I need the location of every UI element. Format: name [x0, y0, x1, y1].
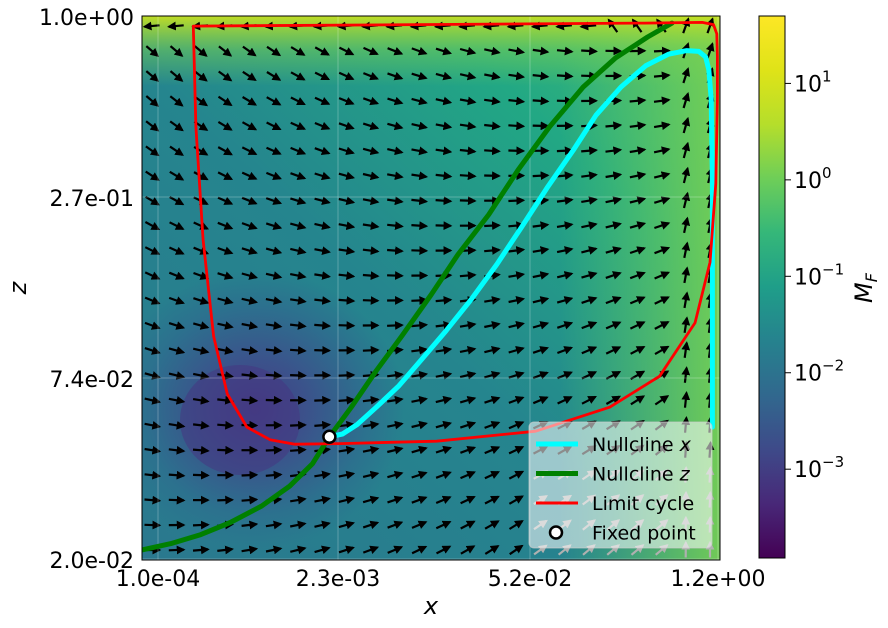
- colorbar-tick-label-4: 10−3: [794, 453, 844, 483]
- vector-arrow: [387, 325, 402, 326]
- x-tick-label-2: 5.2e-02: [488, 567, 572, 592]
- vector-arrow: [145, 500, 160, 501]
- vector-arrow: [557, 75, 572, 76]
- vector-arrow: [266, 400, 281, 401]
- y-tick-label-0: 1.0e+00: [39, 6, 134, 31]
- vector-arrow: [630, 100, 645, 101]
- vector-arrow: [363, 350, 378, 351]
- vector-arrow: [557, 150, 572, 151]
- vector-arrow: [508, 125, 523, 126]
- vector-arrow: [290, 425, 305, 426]
- colorbar-tick-label-2: 10−1: [794, 260, 844, 290]
- vector-arrow: [169, 550, 184, 551]
- colorbar-label: MF: [850, 272, 881, 303]
- colorbar: 101 100 10−1 10−2 10−3: [759, 16, 844, 558]
- vector-arrow: [411, 225, 426, 226]
- vector-arrow: [606, 125, 621, 126]
- vector-arrow: [581, 150, 596, 151]
- vector-arrow: [460, 175, 475, 176]
- vector-arrow: [217, 450, 232, 451]
- legend-marker-fixed-point: [550, 527, 562, 539]
- x-tick-label-1: 2.3e-03: [296, 567, 380, 592]
- colorbar-tick-label-0: 101: [794, 67, 832, 97]
- vector-arrow: [242, 500, 257, 501]
- vector-arrow: [411, 250, 426, 251]
- vector-arrow: [145, 525, 160, 526]
- vector-arrow: [557, 25, 572, 26]
- vector-arrow: [339, 325, 354, 326]
- vector-arrow: [290, 350, 305, 351]
- vector-arrow: [339, 300, 354, 301]
- vector-arrow: [654, 51, 669, 52]
- vector-arrow: [436, 300, 451, 301]
- legend-label-limit-cycle: Limit cycle: [592, 493, 694, 515]
- y-tick-label-1: 2.7e-01: [50, 187, 134, 212]
- legend: Nullcline x Nullcline z Limit cycle Fixed p…: [529, 422, 712, 548]
- vector-arrow: [193, 525, 208, 526]
- vector-arrow: [484, 225, 499, 226]
- vector-arrow: [193, 549, 208, 550]
- vector-arrow: [169, 475, 184, 476]
- vector-arrow: [363, 300, 378, 301]
- vector-arrow: [581, 51, 596, 52]
- vector-arrow: [266, 450, 281, 451]
- vector-arrow: [484, 150, 499, 151]
- vector-arrow: [685, 393, 687, 408]
- vector-arrow: [387, 275, 402, 276]
- vector-arrow: [533, 25, 548, 26]
- vector-arrow: [533, 100, 548, 101]
- vector-arrow: [460, 275, 475, 276]
- vector-arrow: [314, 325, 329, 326]
- y-tick-label-3: 2.0e-02: [50, 549, 134, 574]
- vector-arrow: [242, 425, 257, 426]
- vector-arrow: [314, 400, 329, 401]
- vector-arrow: [242, 475, 257, 476]
- vector-arrow: [508, 151, 523, 152]
- vector-arrow: [217, 425, 232, 426]
- legend-label-nullcline-x: Nullcline x: [592, 434, 692, 456]
- colorbar-tick-label-3: 10−2: [794, 357, 844, 387]
- colorbar-gradient: [759, 16, 785, 558]
- vector-arrow: [411, 325, 426, 326]
- y-tick-label-2: 7.4e-02: [50, 368, 134, 393]
- vector-arrow: [460, 200, 475, 201]
- fixed-point-marker: [323, 431, 335, 443]
- vector-arrow: [484, 250, 499, 251]
- vector-arrow: [387, 250, 402, 251]
- vector-arrow: [557, 50, 572, 52]
- vector-arrow: [339, 400, 354, 401]
- legend-label-fixed-point: Fixed point: [592, 523, 696, 545]
- vector-arrow: [169, 25, 184, 26]
- vector-arrow: [508, 200, 523, 201]
- vector-arrow: [581, 25, 596, 26]
- vector-arrow: [533, 175, 548, 176]
- vector-arrow: [217, 500, 232, 501]
- vector-arrow: [169, 500, 184, 501]
- vector-arrow: [145, 25, 160, 26]
- vector-arrow: [266, 375, 281, 376]
- vector-arrow: [193, 475, 208, 476]
- vector-arrow: [314, 425, 329, 426]
- y-axis-label: z: [4, 280, 32, 295]
- vector-arrow: [290, 375, 305, 376]
- vector-arrow: [339, 375, 354, 376]
- legend-label-nullcline-z: Nullcline z: [592, 464, 691, 486]
- vector-arrow: [363, 275, 378, 276]
- vector-arrow: [508, 25, 523, 26]
- vector-arrow: [557, 175, 572, 176]
- vector-arrow: [436, 200, 451, 201]
- x-tick-label-3: 1.2e+00: [671, 567, 766, 592]
- vector-arrow: [290, 450, 305, 451]
- vector-arrow: [266, 475, 281, 476]
- vector-arrow: [242, 400, 257, 401]
- vector-arrow: [654, 75, 669, 76]
- x-axis-label: x: [423, 592, 439, 620]
- vector-arrow: [193, 450, 208, 451]
- colorbar-tick-label-1: 100: [794, 164, 832, 194]
- vector-arrow: [314, 350, 329, 351]
